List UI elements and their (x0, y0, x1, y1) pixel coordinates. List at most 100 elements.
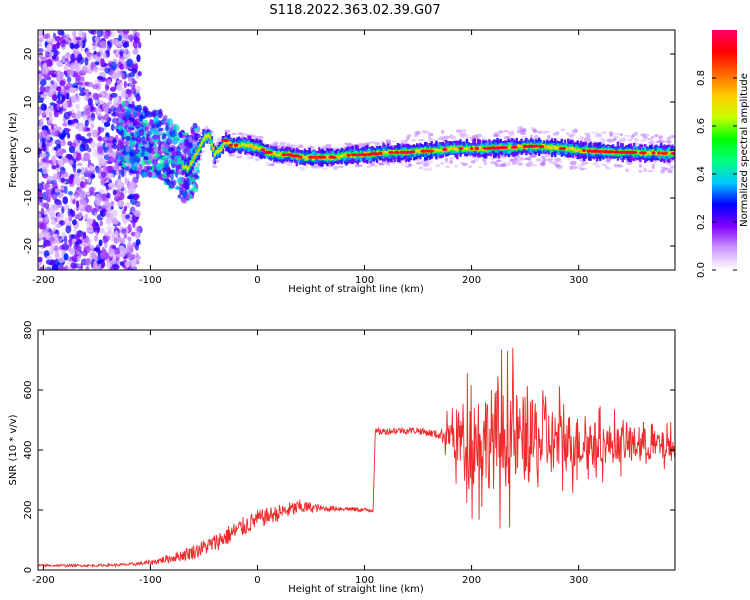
spectrogram-cell (38, 52, 43, 60)
spectrogram-cell (53, 80, 60, 85)
spectrogram-band (478, 145, 482, 150)
spectrogram-cell (57, 212, 64, 221)
spectrogram-cell (667, 169, 673, 173)
spectrogram-band (250, 143, 253, 147)
spectrogram-cell (444, 165, 451, 169)
spectrogram-cell (597, 135, 603, 139)
spectrogram-cell (42, 230, 50, 238)
spectrogram-band (277, 150, 281, 157)
bottom-x-axis: -200 -100 0 100 200 300 (32, 330, 588, 586)
spectrogram-band (517, 144, 520, 148)
spectrogram-peak (260, 148, 266, 152)
spectrogram-cell (139, 128, 145, 137)
top-x-tick-label: 100 (355, 275, 374, 286)
spectrogram-cell (121, 249, 126, 254)
spectrogram-cell (54, 199, 62, 206)
spectrogram-cell (618, 164, 624, 168)
spectrogram-band (186, 167, 189, 171)
spectrogram-cell (100, 58, 105, 66)
spectrogram-cell (168, 160, 175, 164)
spectrogram-band (576, 149, 579, 153)
spectrogram-cell (235, 152, 241, 155)
spectrogram-cell (77, 53, 83, 62)
spectrogram-cell (69, 142, 77, 149)
spectrogram-cell (357, 164, 363, 167)
spectrogram-cell (643, 168, 647, 173)
spectrogram-peak (378, 151, 383, 155)
spectrogram-cell (101, 102, 109, 110)
spectrogram-cell (183, 148, 191, 156)
spectrogram-cell (78, 211, 83, 217)
spectrogram-band (676, 152, 678, 155)
spectrogram-cell (38, 107, 42, 116)
spectrogram-cell (66, 76, 72, 83)
spectrogram-cell (118, 47, 126, 52)
spectrogram-cell (144, 125, 148, 131)
spectrogram-cell (59, 166, 65, 171)
spectrogram-peak (221, 138, 230, 142)
spectrogram-cell (159, 127, 164, 132)
spectrogram-cell (125, 166, 130, 171)
spectrogram-cell (57, 91, 61, 100)
spectrogram-cell (120, 173, 125, 178)
spectrogram-band (676, 144, 678, 161)
spectrogram-cell (630, 134, 635, 139)
spectrogram-cell (99, 251, 107, 259)
spectrogram-cell (96, 51, 101, 57)
spectrogram-cell (63, 235, 68, 245)
spectrogram-cell (173, 146, 177, 150)
spectrogram-cell (52, 83, 58, 90)
spectrogram-cell (47, 210, 54, 215)
spectrogram-cell (170, 184, 175, 189)
spectrogram-band (215, 150, 218, 154)
spectrogram-cell (137, 41, 142, 49)
spectrogram-cell (183, 177, 190, 184)
spectrogram-peak (589, 149, 601, 153)
spectrogram-cell (109, 61, 118, 70)
colorbar-tick-label: 0.6 (696, 118, 707, 134)
spectrogram-cell (654, 135, 658, 138)
spectrogram-cell (56, 41, 60, 49)
spectrogram-cell (611, 133, 617, 136)
spectrogram-cell (217, 137, 222, 142)
spectrogram-cell (100, 171, 107, 179)
spectrogram-cell (498, 130, 504, 134)
spectrogram-cell (570, 165, 578, 170)
spectrogram-cell (570, 129, 578, 134)
bottom-x-tick-label: -200 (32, 575, 55, 586)
colorbar-ticks: 0.0 0.2 0.4 0.6 0.8 (696, 70, 737, 278)
spectrogram-cell (152, 134, 160, 140)
spectrogram-band (558, 146, 562, 149)
spectrogram-band (435, 148, 438, 154)
spectrogram-cell (126, 58, 134, 68)
spectrogram-band (205, 133, 209, 138)
spectrogram-band (337, 155, 340, 160)
spectrogram-cell (56, 102, 61, 111)
spectrogram-cell (613, 137, 617, 141)
spectrogram-cell (121, 73, 126, 80)
spectrogram-cell (70, 112, 77, 119)
spectrogram-cell (586, 137, 592, 141)
spectrogram-cell (109, 252, 115, 257)
spectrogram-cell (552, 132, 557, 136)
top-x-tick-label: 0 (254, 275, 260, 286)
spectrogram-cell (163, 143, 170, 149)
spectrogram-cell (136, 95, 141, 102)
spectrogram-cell (135, 136, 143, 144)
spectrogram-cell (613, 163, 619, 168)
spectrogram-cell (100, 210, 106, 218)
spectrogram-cell (529, 154, 537, 159)
spectrogram-cell (72, 199, 76, 205)
spectrogram-cell (94, 99, 99, 104)
snr-marks (38, 347, 675, 569)
spectrogram-cell (74, 94, 81, 103)
spectrogram-cell (186, 192, 191, 200)
spectrogram-cell (638, 161, 642, 165)
spectrogram-peak (626, 150, 638, 154)
spectrogram-cell (325, 143, 333, 148)
spectrogram-band (277, 153, 281, 157)
spectrogram-cell (126, 146, 130, 153)
spectrogram-cell (455, 129, 463, 133)
spectrogram-cell (136, 54, 141, 63)
